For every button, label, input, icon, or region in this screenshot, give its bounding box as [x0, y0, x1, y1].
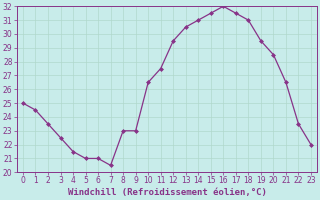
- X-axis label: Windchill (Refroidissement éolien,°C): Windchill (Refroidissement éolien,°C): [68, 188, 266, 197]
